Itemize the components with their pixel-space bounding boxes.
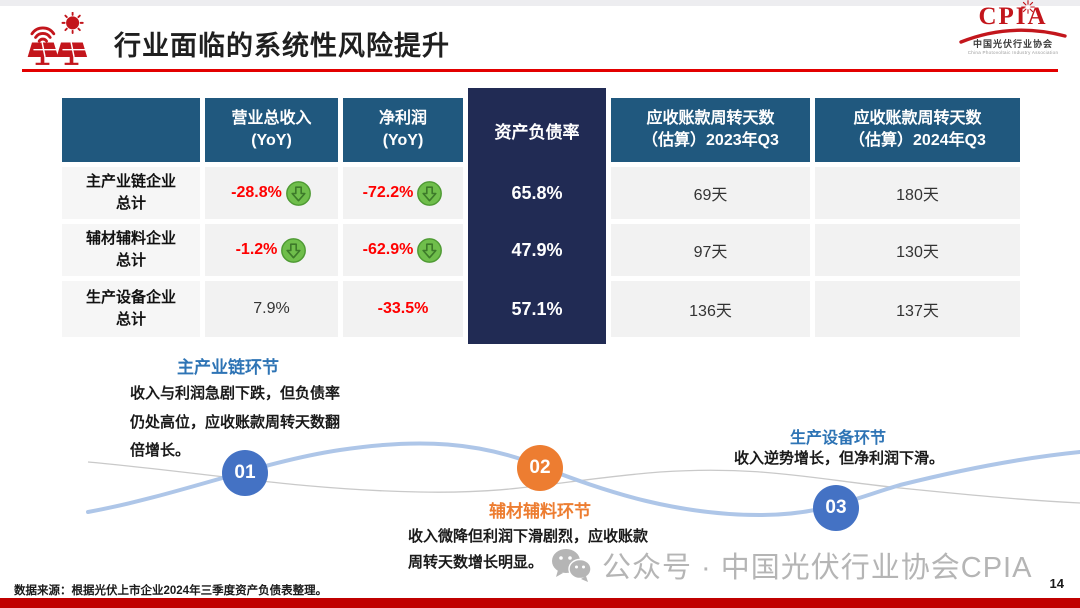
- auxiliary-days-2024-cell: 130天: [815, 224, 1020, 276]
- down-arrow-icon: [285, 180, 311, 206]
- table-header-debt-ratio: 资产负债率: [494, 122, 580, 142]
- table-header-profit: 净利润 (YoY): [343, 98, 463, 162]
- table-header-empty: [62, 98, 200, 162]
- stage-desc-auxiliary: 收入微降但利润下滑剧烈，应收账款周转天数增长明显。: [408, 528, 649, 572]
- sunburst-icon: [1021, 0, 1035, 14]
- table-header-days-2023: 应收账款周转天数 （估算）2023年Q3: [611, 98, 810, 162]
- main-chain-days-2023-cell: 69天: [611, 167, 810, 219]
- main-chain-revenue-cell: -28.8%: [205, 167, 338, 219]
- cpia-wordmark: CPIA: [978, 3, 1048, 30]
- auxiliary-days-2023-cell: 97天: [611, 224, 810, 276]
- stage-circle-02: 02: [517, 445, 563, 491]
- equipment-revenue-cell: 7.9%: [205, 281, 338, 337]
- down-arrow-icon: [281, 237, 307, 263]
- table-header-days-2024: 应收账款周转天数 （估算）2024年Q3: [815, 98, 1020, 162]
- down-arrow-icon: [417, 237, 443, 263]
- equipment-days-2024-cell: 137天: [815, 281, 1020, 337]
- equipment-debt-ratio-cell: 57.1%: [511, 298, 563, 319]
- cpia-logo: CPIA 中国光伏行业协会 China Photovoltaic Industr…: [957, 0, 1069, 55]
- watermark: 公众号 · 中国光伏行业协会CPIA: [550, 544, 1032, 586]
- auxiliary-profit-cell: -62.9%: [343, 224, 463, 276]
- page-title: 行业面临的系统性风险提升: [114, 31, 450, 61]
- financial-risk-table: 营业总收入 (YoY) 净利润 (YoY) 资产负债率 应收账款周转天数 （估算）20…: [62, 98, 1020, 337]
- main-chain-debt-ratio-cell: 65.8%: [511, 182, 563, 203]
- logo-swoosh: [959, 28, 1067, 44]
- stage-title-main-chain: 主产业链环节: [177, 358, 279, 377]
- main-chain-profit-cell: -72.2%: [343, 167, 463, 219]
- row-label-main-chain: 主产业链企业 总计: [62, 167, 200, 219]
- down-arrow-icon: [417, 180, 443, 206]
- table-header-revenue: 营业总收入 (YoY): [205, 98, 338, 162]
- stage-circle-01: 01: [222, 450, 268, 496]
- top-strip: [0, 0, 1080, 6]
- cpia-cn-name: 中国光伏行业协会: [972, 39, 1053, 49]
- auxiliary-revenue-cell: -1.2%: [205, 224, 338, 276]
- stage-desc-main-chain: 收入与利润急剧下跌，但负债率仍处高位，应收账款周转天数翻倍增长。: [130, 385, 341, 459]
- equipment-profit-cell: -33.5%: [343, 281, 463, 337]
- stage-title-auxiliary: 辅材辅料环节: [489, 502, 591, 521]
- auxiliary-debt-ratio-cell: 47.9%: [511, 239, 563, 260]
- row-label-equipment: 生产设备企业 总计: [62, 281, 200, 337]
- watermark-text: 公众号 · 中国光伏行业协会CPIA: [602, 552, 1033, 584]
- cpia-en-name: China Photovoltaic Industry Association: [967, 50, 1059, 55]
- page-number: 14: [1049, 576, 1064, 591]
- stage-desc-equipment: 收入逆势增长，但净利润下滑。: [733, 450, 944, 467]
- wechat-icon: [552, 549, 592, 582]
- debt-ratio-highlight-column: [468, 88, 606, 344]
- title-underline: [22, 69, 1058, 72]
- equipment-days-2023-cell: 136天: [611, 281, 810, 337]
- stage-title-equipment: 生产设备环节: [789, 430, 886, 447]
- main-chain-days-2024-cell: 180天: [815, 167, 1020, 219]
- stage-circle-03: 03: [813, 485, 859, 531]
- data-source-note: 数据来源：根据光伏上市企业2024年三季度资产负债表整理。: [14, 585, 328, 597]
- row-label-auxiliary: 辅材辅料企业 总计: [62, 224, 200, 276]
- solar-panel-icon: [27, 12, 88, 65]
- bottom-red-bar: [0, 598, 1080, 608]
